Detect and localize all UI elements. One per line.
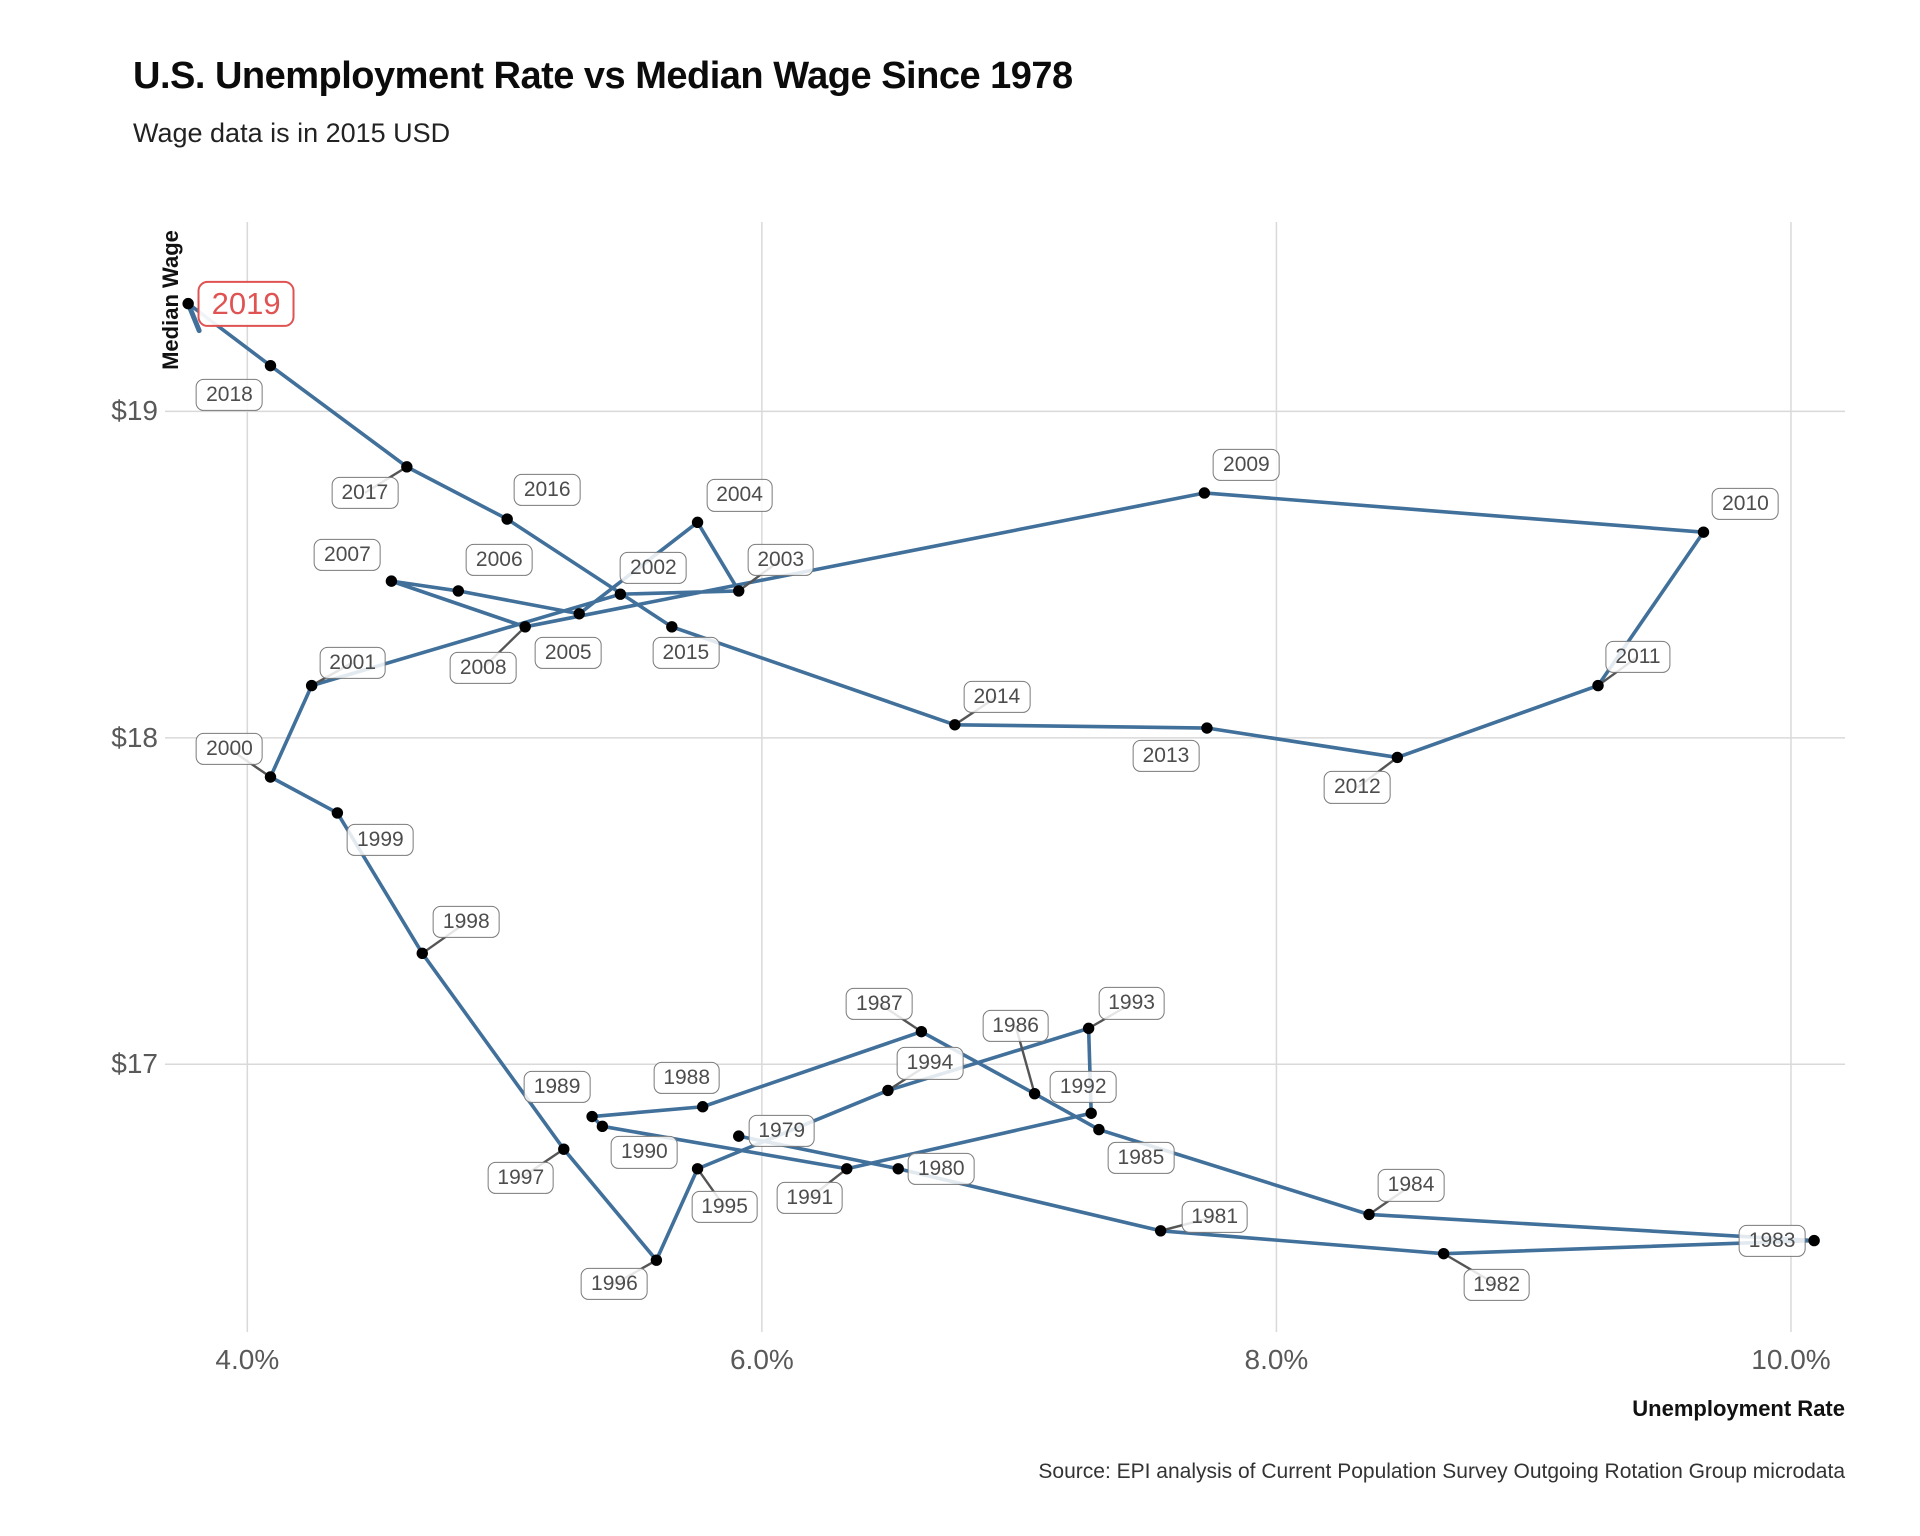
point-label-1998: 1998 xyxy=(432,906,500,939)
y-tick-label: $18 xyxy=(111,721,158,753)
data-point-1990 xyxy=(596,1120,609,1133)
data-point-1988 xyxy=(697,1101,709,1113)
x-axis-title: Unemployment Rate xyxy=(1632,1396,1845,1421)
point-label-2008: 2008 xyxy=(449,651,517,684)
data-point-2005 xyxy=(573,608,585,620)
data-point-2008 xyxy=(519,621,531,633)
point-label-2007: 2007 xyxy=(314,539,381,572)
data-point-1997 xyxy=(558,1143,570,1155)
data-point-1995 xyxy=(691,1163,704,1175)
x-tick-label: 6.0% xyxy=(729,1344,794,1375)
data-point-1979 xyxy=(733,1130,745,1142)
data-point-1993 xyxy=(1082,1022,1095,1035)
point-label-1996: 1996 xyxy=(581,1268,648,1301)
data-point-1996 xyxy=(650,1254,663,1266)
point-label-1990: 1990 xyxy=(611,1136,678,1169)
y-tick-label: $17 xyxy=(111,1048,158,1080)
point-label-1981: 1981 xyxy=(1181,1200,1248,1233)
data-point-2019 xyxy=(182,297,194,310)
data-point-2010 xyxy=(1697,526,1710,538)
data-point-2004 xyxy=(691,516,704,529)
data-point-1994 xyxy=(882,1084,894,1097)
point-label-2014: 2014 xyxy=(963,680,1031,713)
data-point-2015 xyxy=(666,621,678,633)
point-label-1986: 1986 xyxy=(982,1009,1049,1042)
point-label-2019: 2019 xyxy=(197,280,295,327)
source-credit: Source: EPI analysis of Current Populati… xyxy=(1038,1460,1845,1483)
point-label-1997: 1997 xyxy=(487,1162,555,1195)
point-label-2006: 2006 xyxy=(465,543,533,576)
point-label-2010: 2010 xyxy=(1712,488,1779,521)
point-label-2005: 2005 xyxy=(534,636,602,669)
point-label-1994: 1994 xyxy=(896,1047,964,1080)
point-label-1980: 1980 xyxy=(907,1152,975,1185)
data-point-2003 xyxy=(733,585,745,597)
point-label-2013: 2013 xyxy=(1132,739,1200,773)
data-point-2001 xyxy=(305,679,318,692)
data-point-1982 xyxy=(1437,1247,1450,1260)
x-tick-label: 8.0% xyxy=(1244,1344,1309,1375)
data-point-1980 xyxy=(892,1163,904,1175)
data-point-1987 xyxy=(915,1025,928,1038)
data-point-2009 xyxy=(1198,487,1211,499)
data-point-1984 xyxy=(1363,1208,1375,1221)
point-label-2017: 2017 xyxy=(331,476,399,509)
data-point-1992 xyxy=(1085,1107,1097,1119)
point-label-2004: 2004 xyxy=(706,479,773,512)
point-label-2001: 2001 xyxy=(319,646,386,679)
data-point-1983 xyxy=(1808,1234,1820,1247)
point-label-2011: 2011 xyxy=(1605,640,1671,673)
data-point-2017 xyxy=(401,461,413,473)
point-label-1985: 1985 xyxy=(1107,1141,1175,1174)
point-label-1989: 1989 xyxy=(523,1070,591,1103)
point-label-1991: 1991 xyxy=(776,1181,844,1214)
data-point-2006 xyxy=(452,585,464,597)
year-path-line xyxy=(186,301,1816,1262)
page-title: U.S. Unemployment Rate vs Median Wage Si… xyxy=(133,55,1073,97)
data-point-1989 xyxy=(586,1110,598,1123)
data-point-2002 xyxy=(614,588,627,600)
point-label-1995: 1995 xyxy=(691,1190,758,1223)
y-tick-label: $19 xyxy=(111,395,158,427)
point-label-1979: 1979 xyxy=(748,1115,816,1148)
point-label-2009: 2009 xyxy=(1213,448,1280,482)
data-point-2000 xyxy=(264,771,277,783)
y-axis-title: Median Wage xyxy=(158,230,183,370)
data-point-2016 xyxy=(501,513,513,525)
data-point-2013 xyxy=(1201,722,1213,734)
data-point-2011 xyxy=(1592,679,1604,692)
point-label-1984: 1984 xyxy=(1377,1169,1445,1202)
data-point-1986 xyxy=(1028,1087,1041,1100)
point-label-1982: 1982 xyxy=(1463,1268,1530,1301)
point-label-2016: 2016 xyxy=(513,473,581,507)
point-label-2018: 2018 xyxy=(196,378,263,411)
x-tick-label: 4.0% xyxy=(215,1344,280,1375)
data-point-2018 xyxy=(264,359,277,372)
data-point-2007 xyxy=(385,575,398,587)
point-label-1988: 1988 xyxy=(653,1061,721,1094)
point-label-1992: 1992 xyxy=(1049,1071,1117,1104)
data-point-1999 xyxy=(331,807,344,819)
data-point-1991 xyxy=(841,1163,853,1175)
point-label-2015: 2015 xyxy=(652,636,720,669)
data-point-1985 xyxy=(1093,1123,1105,1136)
chart-subtitle: Wage data is in 2015 USD xyxy=(133,118,451,148)
point-label-2012: 2012 xyxy=(1323,771,1391,804)
point-label-1987: 1987 xyxy=(846,987,913,1020)
data-point-1998 xyxy=(416,947,428,959)
data-point-2014 xyxy=(949,719,961,731)
point-label-2003: 2003 xyxy=(747,543,815,576)
data-point-2012 xyxy=(1391,751,1404,764)
point-label-2000: 2000 xyxy=(196,732,263,766)
point-label-1999: 1999 xyxy=(347,823,414,856)
point-label-1983: 1983 xyxy=(1738,1224,1806,1257)
x-tick-label: 10.0% xyxy=(1751,1344,1831,1375)
data-point-1981 xyxy=(1154,1225,1167,1237)
point-label-2002: 2002 xyxy=(620,552,687,585)
point-label-1993: 1993 xyxy=(1098,987,1165,1020)
